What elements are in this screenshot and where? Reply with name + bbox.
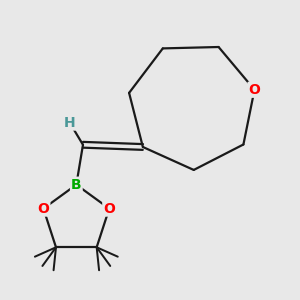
Text: O: O [248, 83, 260, 97]
Text: B: B [71, 178, 82, 192]
Text: H: H [64, 116, 76, 130]
Text: O: O [103, 202, 115, 216]
Text: O: O [38, 202, 50, 216]
